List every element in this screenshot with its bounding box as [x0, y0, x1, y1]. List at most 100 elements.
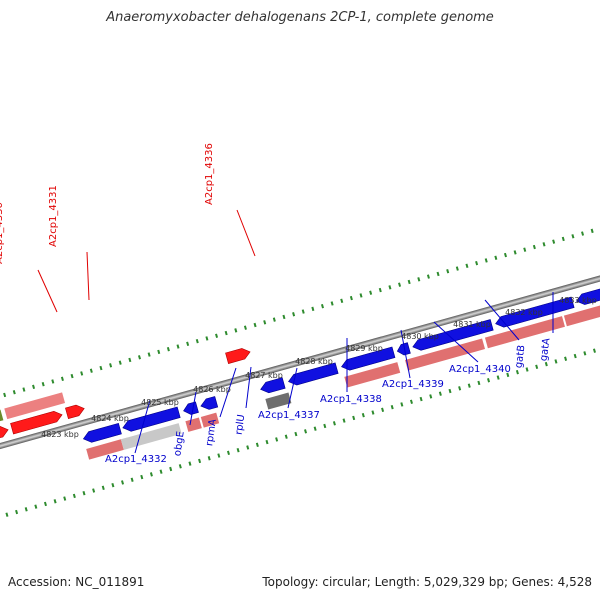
- inner-scale-minor-tick: [255, 442, 259, 447]
- inner-scale-minor-tick: [294, 431, 298, 437]
- outer-scale-minor-tick: [89, 368, 93, 373]
- scale-label: 4832 kbp: [505, 308, 543, 317]
- reverse-feature: [563, 299, 600, 327]
- outer-scale-minor-tick: [571, 234, 575, 239]
- outer-scale-minor-tick: [186, 341, 190, 347]
- inner-scale-minor-tick: [188, 461, 192, 466]
- inner-scale-minor-tick: [198, 458, 202, 464]
- inner-scale-minor-tick: [400, 402, 404, 407]
- outer-scale-minor-tick: [3, 392, 7, 398]
- outer-scale-minor-tick: [513, 250, 517, 255]
- outer-scale-minor-tick: [407, 279, 411, 285]
- inner-scale-minor-tick: [121, 480, 125, 485]
- inner-scale-minor-tick: [467, 383, 471, 388]
- outer-scale-minor-tick: [80, 371, 84, 376]
- label-rplU: rplU: [234, 414, 248, 436]
- label-gatB-leader: [484, 299, 520, 341]
- inner-scale-minor-tick: [592, 348, 596, 353]
- gray-feature: [120, 423, 182, 450]
- label-A2cp1_4330: A2cp1_4330: [0, 202, 5, 264]
- outer-scale-minor-tick: [475, 260, 479, 266]
- reverse-feature: [484, 316, 565, 349]
- inner-scale-minor-tick: [24, 507, 28, 512]
- outer-scale-minor-tick: [195, 338, 199, 344]
- outer-scale-minor-tick: [465, 263, 469, 269]
- label-A2cp1_4340-leader: [433, 321, 479, 363]
- label-A2cp1_4337: A2cp1_4337: [258, 410, 320, 421]
- outer-scale-minor-tick: [330, 301, 334, 306]
- label-obgE-leader: [189, 391, 197, 426]
- inner-scale-minor-tick: [535, 364, 539, 370]
- outer-scale-minor-tick: [128, 357, 132, 363]
- outer-scale-minor-tick: [157, 349, 161, 355]
- inner-scale-minor-tick: [515, 369, 519, 375]
- label-A2cp1_4332-leader: [134, 399, 151, 454]
- page-title: Anaeromyxobacter dehalogenans 2CP-1, com…: [106, 10, 494, 25]
- inner-scale-minor-tick: [178, 464, 182, 469]
- outer-scale-minor-tick: [282, 314, 286, 320]
- inner-scale-minor-tick: [92, 488, 96, 493]
- outer-scale-minor-tick: [301, 309, 305, 314]
- inner-scale-minor-tick: [149, 472, 153, 477]
- inner-scale-minor-tick: [361, 413, 365, 418]
- reverse-cds-rpmA: [183, 401, 199, 415]
- outer-scale-minor-tick: [51, 379, 55, 384]
- reverse-feature: [86, 439, 124, 460]
- label-A2cp1_4336: A2cp1_4336: [204, 143, 215, 205]
- outer-scale-minor-tick: [253, 322, 257, 328]
- outer-scale-minor-tick: [349, 295, 353, 301]
- inner-scale-minor-tick: [525, 367, 529, 372]
- inner-scale-minor-tick: [130, 477, 134, 482]
- reverse-cds-A2cp1_4340: [412, 319, 494, 351]
- label-gatA: gatA: [538, 337, 552, 362]
- outer-scale-minor-tick: [22, 387, 26, 392]
- label-A2cp1_4337-leader: [287, 367, 298, 409]
- reverse-feature: [200, 412, 220, 428]
- inner-scale-minor-tick: [554, 359, 558, 364]
- label-rpmA: rpmA: [204, 418, 219, 446]
- outer-scale-minor-tick: [552, 239, 556, 244]
- accession-label: Accession: NC_011891: [8, 575, 145, 589]
- label-obgE: obgE: [172, 430, 186, 456]
- reverse-cds: [396, 342, 411, 356]
- reverse-feature: [185, 417, 202, 432]
- inner-scale-minor-tick: [429, 394, 433, 399]
- outer-scale-minor-tick: [340, 298, 344, 303]
- outer-scale-minor-tick: [234, 328, 238, 333]
- scale-label: 4828 kbp: [295, 357, 333, 366]
- inner-scale-minor-tick: [159, 469, 163, 474]
- outer-scale-minor-tick: [436, 271, 440, 277]
- reverse-cds-gatA: [576, 284, 600, 305]
- scale-label: 4831 kbp: [453, 320, 491, 329]
- inner-scale-minor-tick: [371, 410, 375, 415]
- outer-scale-minor-tick: [378, 287, 382, 293]
- forward-cds-A2cp1_4330: [0, 426, 9, 442]
- reverse-cds-A2cp1_4338: [288, 362, 339, 386]
- inner-scale-minor-tick: [82, 491, 86, 496]
- outer-scale-minor-tick: [532, 244, 536, 250]
- outer-scale-minor-tick: [523, 247, 527, 252]
- scale-label: 4830 kbp: [401, 332, 439, 341]
- scale-label: 4826 kbp: [193, 385, 231, 394]
- outer-scale-minor-tick: [224, 330, 228, 336]
- scale-label: 4823 kbp: [41, 430, 79, 439]
- genome-backbone: [0, 220, 600, 496]
- label-A2cp1_4338: A2cp1_4338: [320, 394, 382, 405]
- label-rplU-leader: [245, 366, 252, 409]
- inner-scale-minor-tick: [332, 421, 336, 426]
- scale-label: 4829 kbp: [345, 344, 383, 353]
- forward-feature-A2cp1_4331: [4, 392, 66, 420]
- inner-scale-minor-tick: [477, 380, 481, 386]
- outer-scale-minor-tick: [359, 293, 363, 298]
- label-A2cp1_4331-leader: [86, 251, 90, 301]
- outer-scale-minor-tick: [263, 320, 267, 325]
- outer-scale-minor-tick: [311, 306, 315, 312]
- reverse-cds-rplU: [200, 396, 219, 410]
- inner-scale-minor-tick: [438, 391, 442, 396]
- inner-scale-minor-tick: [487, 378, 491, 383]
- inner-scale-minor-tick: [265, 439, 269, 445]
- reverse-cds-A2cp1_4339: [341, 346, 396, 371]
- inner-scale-minor-tick: [544, 361, 548, 367]
- forward-cds: [10, 410, 63, 435]
